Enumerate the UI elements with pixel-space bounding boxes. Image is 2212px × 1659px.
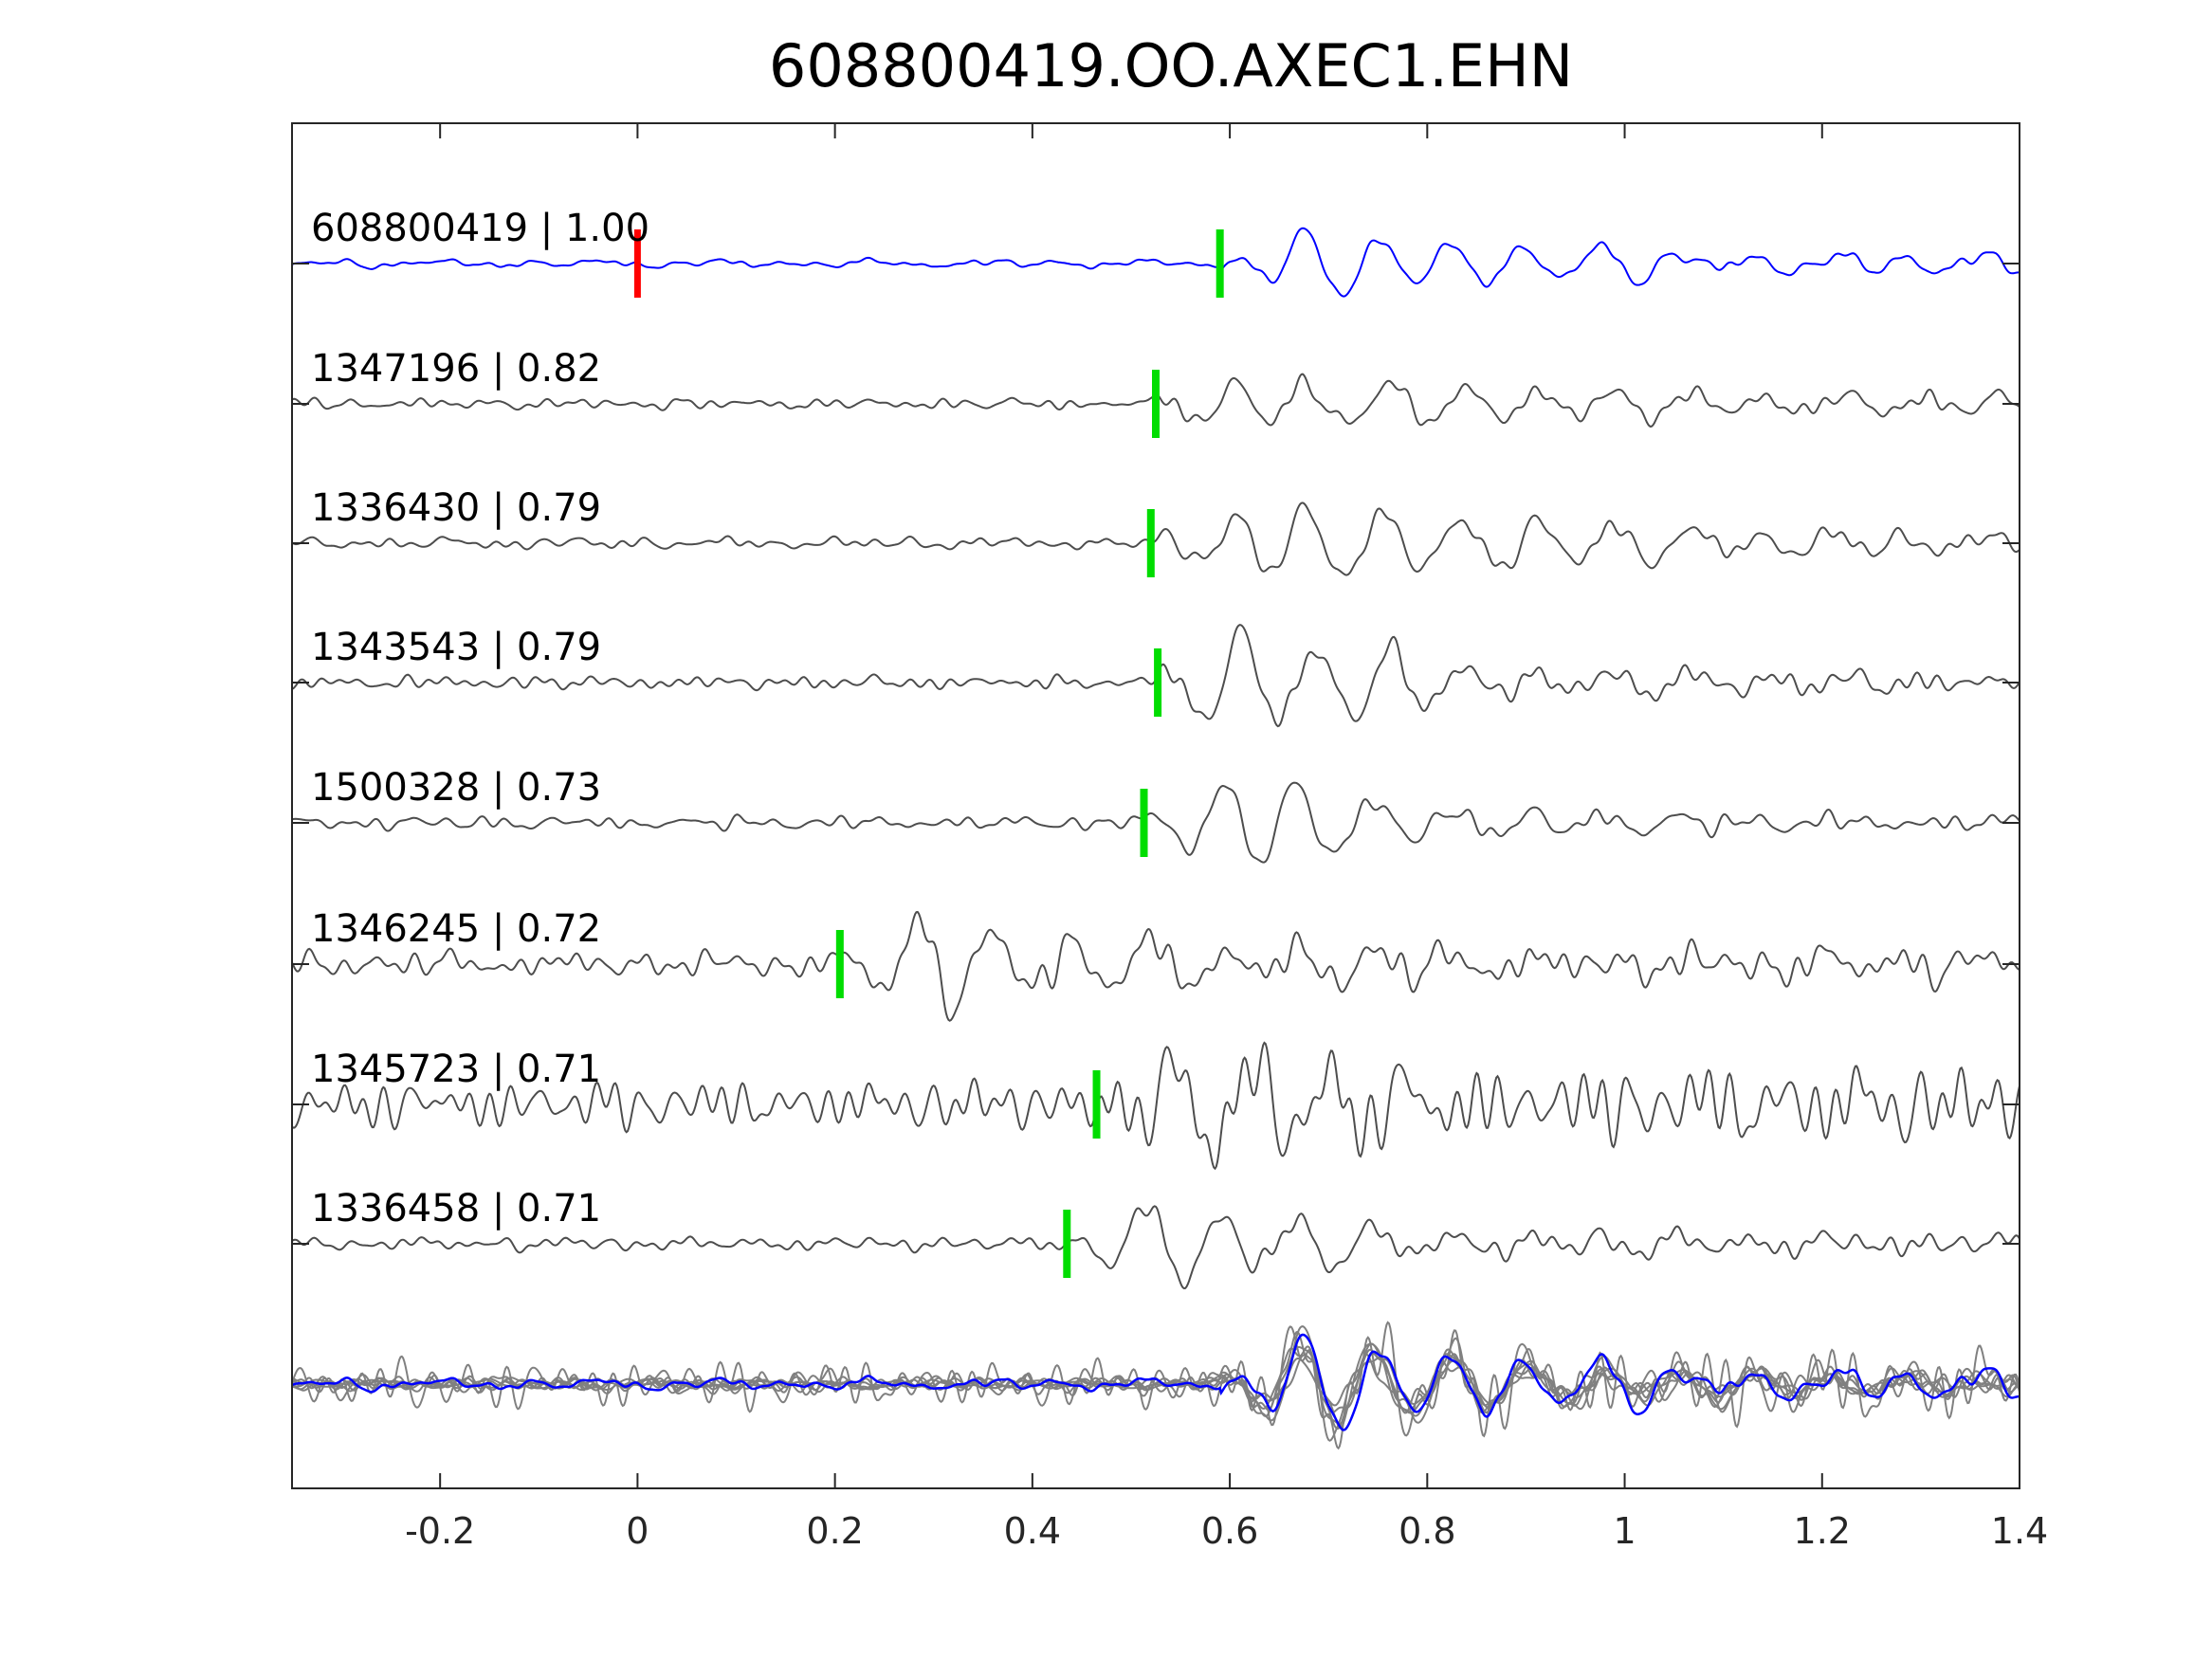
xtick-label: 1.4: [1991, 1510, 2048, 1552]
trace-line-1346245: [291, 910, 2020, 1022]
trace-line-1500328: [291, 781, 2020, 864]
chart-title: 608800419.OO.AXEC1.EHN: [769, 31, 1573, 100]
xtick-label: 1.2: [1794, 1510, 1851, 1552]
trace-labels: 608800419 | 1.00 1347196 | 0.82 1336430 | …: [311, 207, 649, 1231]
trace-label-1345723: 1345723 | 0.71: [311, 1048, 601, 1091]
stack-line-608800419: [291, 1333, 2020, 1431]
pick-markers: [633, 229, 1224, 1278]
xtick-label: 0.2: [806, 1510, 863, 1552]
trace-label-1343543: 1343543 | 0.79: [311, 626, 601, 669]
xtick-label: -0.2: [405, 1510, 475, 1552]
axes-box: [291, 122, 2020, 1489]
trace-line-1336430: [291, 501, 2020, 576]
trace-label-1347196: 1347196 | 0.82: [311, 347, 601, 391]
trace-line-608800419: [291, 227, 2020, 298]
trace-line-1345723: [291, 1041, 2020, 1171]
trace-label-608800419: 608800419 | 1.00: [311, 207, 649, 250]
trace-label-1346245: 1346245 | 0.72: [311, 907, 601, 951]
trace-line-1336458: [291, 1205, 2020, 1290]
stacked-traces: [291, 1321, 2020, 1450]
xtick-label: 0.4: [1004, 1510, 1061, 1552]
trace-label-1336430: 1336430 | 0.79: [311, 486, 601, 530]
stack-line-1345723: [291, 1321, 2020, 1450]
xtick-label: 0.8: [1398, 1510, 1455, 1552]
trace-label-1336458: 1336458 | 0.71: [311, 1187, 601, 1231]
xtick-label: 0.6: [1201, 1510, 1258, 1552]
xtick-label: 0: [626, 1510, 649, 1552]
trace-label-1500328: 1500328 | 0.73: [311, 766, 601, 810]
plot-axes: -0.2 0 0.2 0.4 0.6 0.8 1 1.2 1.4: [291, 122, 2048, 1552]
xtick-label: 1: [1613, 1510, 1636, 1552]
